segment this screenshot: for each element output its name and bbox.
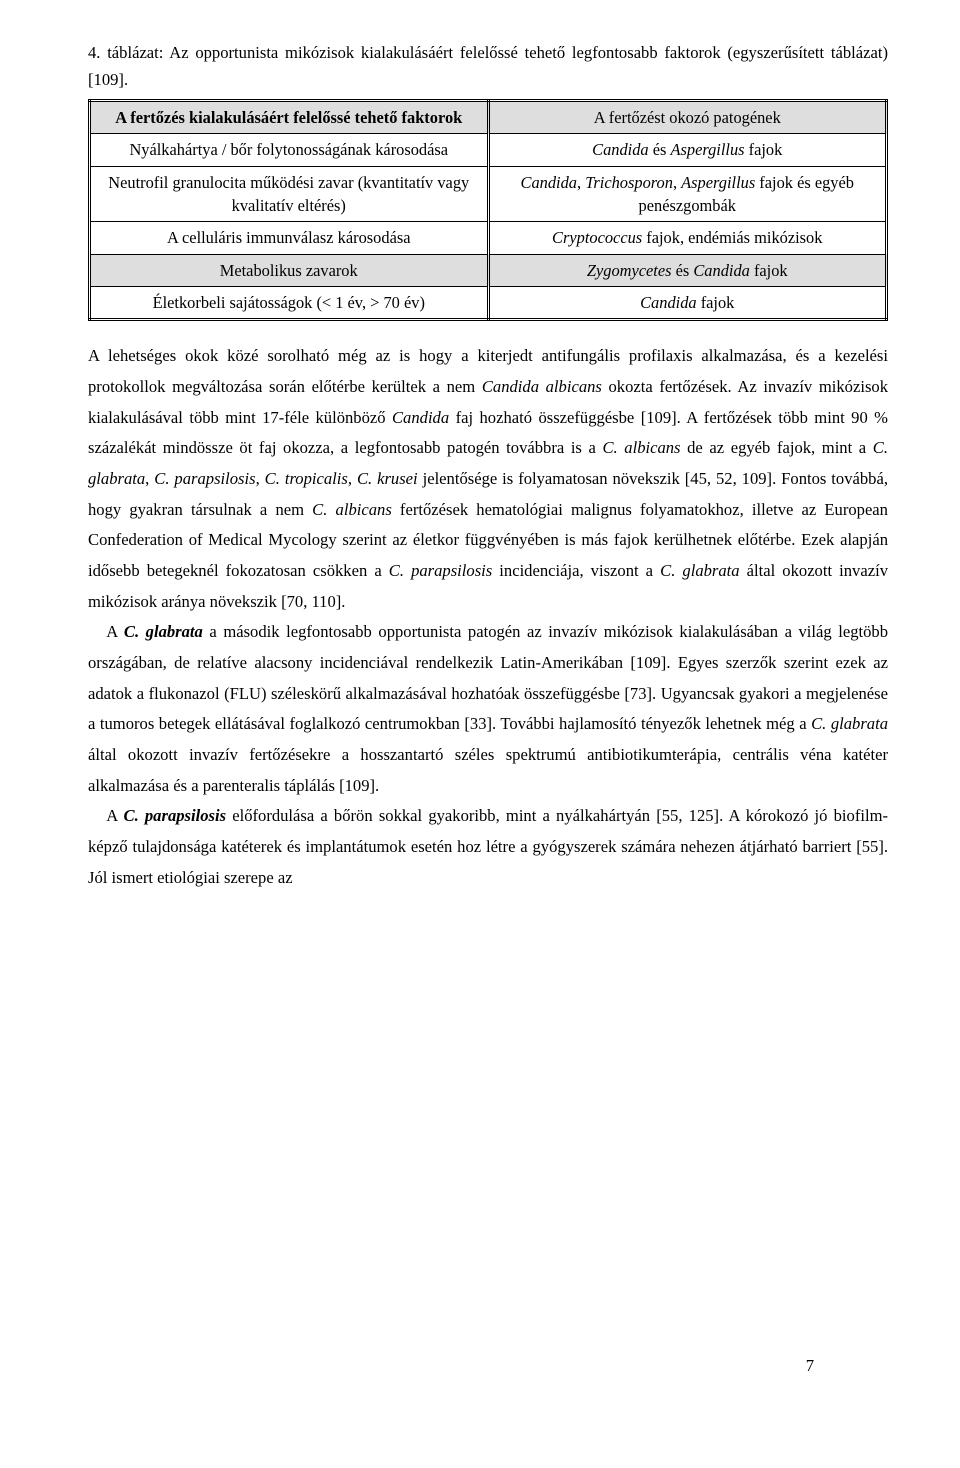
table-cell-right: Candida és Aspergillus fajok — [488, 134, 887, 166]
paragraph-3: A C. parapsilosis előfordulása a bőrön s… — [88, 801, 888, 893]
paragraph-2: A C. glabrata a második legfontosabb opp… — [88, 617, 888, 801]
table-cell-left: Nyálkahártya / bőr folytonosságának káro… — [90, 134, 489, 166]
factors-table: A fertőzés kialakulásáért felelőssé tehe… — [88, 99, 888, 321]
table-row: Neutrofil granulocita működési zavar (kv… — [90, 166, 887, 222]
table-cell-left: Metabolikus zavarok — [90, 254, 489, 286]
page-number: 7 — [806, 1351, 814, 1382]
table-cell-left: Neutrofil granulocita működési zavar (kv… — [90, 166, 489, 222]
table-row: A celluláris immunválasz károsodásaCrypt… — [90, 222, 887, 254]
table-row: A fertőzés kialakulásáért felelőssé tehe… — [90, 101, 887, 134]
table-caption: 4. táblázat: Az opportunista mikózisok k… — [88, 40, 888, 93]
table-row: Metabolikus zavarokZygomycetes és Candid… — [90, 254, 887, 286]
table-cell-left: A fertőzés kialakulásáért felelőssé tehe… — [90, 101, 489, 134]
table-cell-right: Candida, Trichosporon, Aspergillus fajok… — [488, 166, 887, 222]
table-row: Nyálkahártya / bőr folytonosságának káro… — [90, 134, 887, 166]
table-cell-left: Életkorbeli sajátosságok (< 1 év, > 70 é… — [90, 286, 489, 319]
factors-table-body: A fertőzés kialakulásáért felelőssé tehe… — [90, 101, 887, 320]
table-cell-right: Cryptococcus fajok, endémiás mikózisok — [488, 222, 887, 254]
table-row: Életkorbeli sajátosságok (< 1 év, > 70 é… — [90, 286, 887, 319]
table-cell-left: A celluláris immunválasz károsodása — [90, 222, 489, 254]
table-cell-right: Candida fajok — [488, 286, 887, 319]
table-cell-right: Zygomycetes és Candida fajok — [488, 254, 887, 286]
table-cell-right: A fertőzést okozó patogének — [488, 101, 887, 134]
paragraph-1: A lehetséges okok közé sorolható még az … — [88, 341, 888, 617]
